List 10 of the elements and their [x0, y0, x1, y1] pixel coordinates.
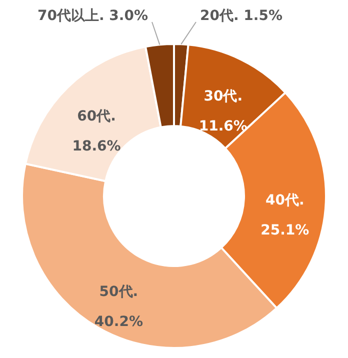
data-label: 25.1% — [260, 222, 310, 239]
slice-label: 30代. — [204, 88, 243, 104]
data-label: 11.6% — [198, 118, 248, 134]
slice-label: 20代. 1.5% — [200, 8, 283, 24]
slice-label: 60代. — [77, 108, 116, 125]
slice-label: 40代. — [266, 192, 304, 209]
data-label: 18.6% — [72, 138, 121, 155]
slice-label: 70代以上. 3.0% — [37, 8, 148, 24]
data-label: 40.2% — [94, 314, 143, 330]
slice-label: 50代. — [99, 284, 138, 300]
